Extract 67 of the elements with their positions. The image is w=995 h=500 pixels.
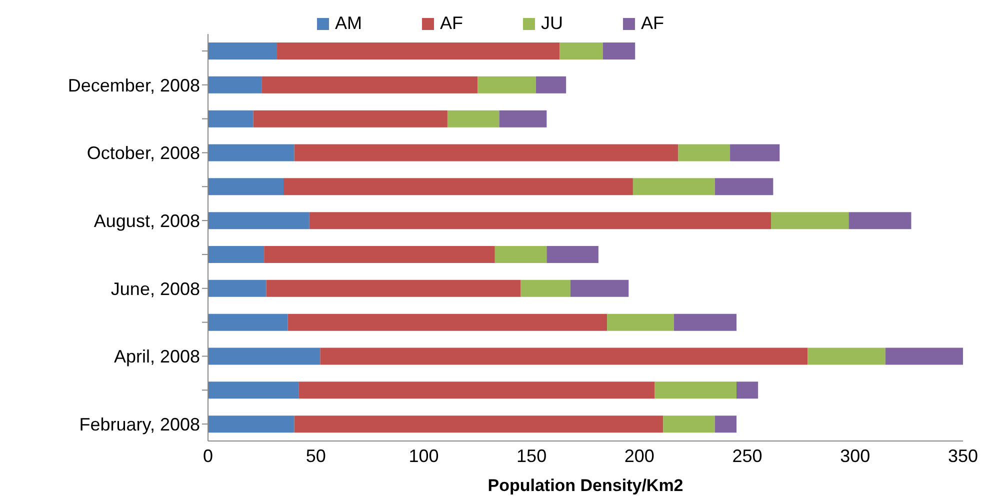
bar <box>208 212 310 230</box>
bar <box>266 280 521 297</box>
bar <box>714 416 736 433</box>
bar <box>208 76 262 94</box>
x-tick-label: 300 <box>840 446 870 466</box>
legend-label: JU <box>541 13 563 34</box>
bar <box>294 416 664 433</box>
bar <box>546 246 598 263</box>
x-tick-label: 350 <box>948 446 978 466</box>
x-axis-title: Population Density/Km2 <box>488 476 684 495</box>
bar <box>309 212 772 230</box>
bar <box>208 280 266 297</box>
bar <box>208 348 320 365</box>
x-tick-label: 150 <box>516 446 547 466</box>
y-tick-label: June, 2008 <box>110 278 200 299</box>
bar <box>499 110 547 128</box>
bar <box>607 314 674 331</box>
x-tick-label: 250 <box>732 446 762 466</box>
x-tick-label: 50 <box>306 446 326 466</box>
bar <box>885 348 963 365</box>
bar <box>208 382 299 399</box>
bar <box>208 416 294 433</box>
bar <box>264 246 495 263</box>
bar <box>674 314 736 331</box>
bar <box>536 76 566 94</box>
bar <box>262 76 478 94</box>
bar <box>478 76 536 94</box>
bar <box>560 42 603 60</box>
x-tick-label: 100 <box>408 446 439 466</box>
bar <box>602 42 636 60</box>
y-tick-label: August, 2008 <box>94 210 200 231</box>
bar <box>663 416 715 433</box>
bar <box>208 178 284 196</box>
bar <box>253 110 448 128</box>
bar <box>848 212 912 230</box>
bar <box>654 382 736 399</box>
y-tick-label: April, 2008 <box>114 346 200 367</box>
bar <box>208 110 254 128</box>
y-tick-label: December, 2008 <box>68 75 200 96</box>
bar <box>494 246 547 263</box>
bar <box>808 348 886 365</box>
bar <box>288 314 608 331</box>
y-tick-label: October, 2008 <box>86 143 200 164</box>
x-tick-label: 200 <box>624 446 654 466</box>
y-tick-label: February, 2008 <box>79 414 200 434</box>
legend-label: AM <box>334 13 362 34</box>
bar <box>736 382 758 399</box>
bar <box>447 110 500 128</box>
bar <box>570 280 629 297</box>
x-tick-label: 0 <box>202 446 214 466</box>
bar <box>730 144 780 162</box>
bar <box>771 212 849 230</box>
bar <box>714 178 774 196</box>
bar <box>208 42 278 60</box>
bar <box>284 178 633 196</box>
legend-label: AF <box>440 13 463 34</box>
legend-label: AF <box>641 13 664 34</box>
bar <box>208 246 264 263</box>
bar <box>320 348 808 365</box>
bar <box>678 144 730 162</box>
bar <box>277 42 560 60</box>
bar <box>208 144 294 162</box>
bar <box>298 382 655 399</box>
bar <box>208 314 288 331</box>
bar <box>294 144 678 162</box>
bar <box>632 178 715 196</box>
bar <box>520 280 570 297</box>
